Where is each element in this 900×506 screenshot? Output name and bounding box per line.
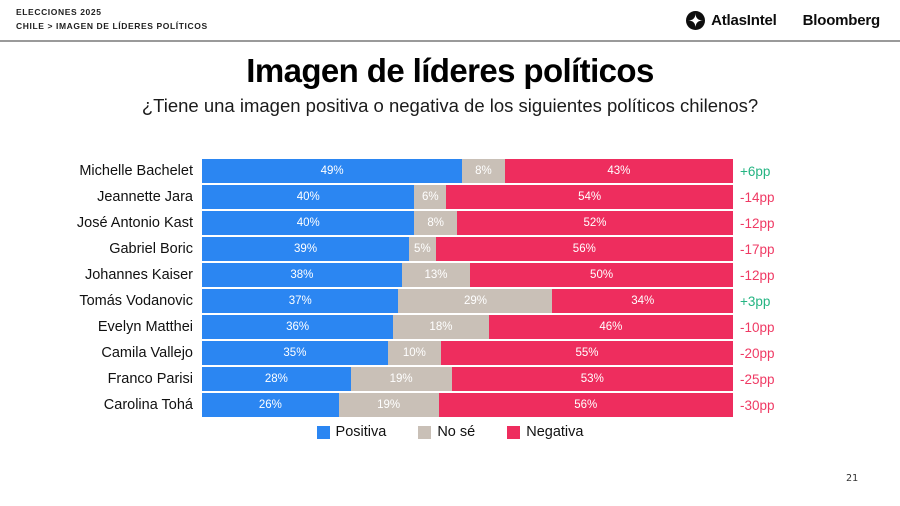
chart-row: Franco Parisi 28% 19% 53% -25pp xyxy=(0,367,810,391)
row-label: Gabriel Boric xyxy=(109,241,193,257)
row-bars: 49% 8% 43% xyxy=(202,159,733,183)
row-label: Johannes Kaiser xyxy=(84,267,193,283)
segment-no_se: 29% xyxy=(398,289,553,313)
chart-row: Evelyn Matthei 36% 18% 46% -10pp xyxy=(0,315,810,339)
chart-row: Gabriel Boric 39% 5% 56% -17pp xyxy=(0,237,810,261)
net-value: -10pp xyxy=(740,319,775,335)
segment-negativa: 50% xyxy=(470,263,733,287)
net-value: -25pp xyxy=(740,371,775,387)
segment-positiva: 40% xyxy=(202,211,415,235)
segment-positiva: 49% xyxy=(202,159,463,183)
row-bars: 26% 19% 56% xyxy=(202,393,733,417)
row-label: Carolina Tohá xyxy=(103,397,193,413)
legend-item: Positiva xyxy=(316,424,387,440)
row-label: Jeannette Jara xyxy=(97,189,193,205)
legend: Positiva No sé Negativa xyxy=(0,424,900,440)
row-bars: 40% 8% 52% xyxy=(202,211,734,235)
segment-no_se: 8% xyxy=(414,211,457,235)
row-label: José Antonio Kast xyxy=(76,215,193,231)
segment-negativa: 46% xyxy=(488,315,733,339)
segment-no_se: 18% xyxy=(393,315,489,339)
segment-no_se: 10% xyxy=(387,341,441,365)
segment-no_se: 6% xyxy=(414,185,447,209)
row-label: Tomás Vodanovic xyxy=(79,293,193,309)
segment-no_se: 5% xyxy=(409,237,436,261)
breadcrumb-line2: CHILE > IMAGEN DE LÍDERES POLÍTICOS xyxy=(16,21,208,31)
row-bars: 36% 18% 46% xyxy=(202,315,733,339)
chart-row: Carolina Tohá 26% 19% 56% -30pp xyxy=(0,393,810,417)
atlasintel-wordmark: AtlasIntel xyxy=(711,11,777,29)
chart-row: José Antonio Kast 40% 8% 52% -12pp xyxy=(0,211,810,235)
row-label: Franco Parisi xyxy=(107,371,193,387)
legend-item: No sé xyxy=(418,424,475,440)
net-value: -30pp xyxy=(740,397,775,413)
net-value: -17pp xyxy=(740,241,775,257)
legend-swatch xyxy=(418,425,432,439)
row-bars: 39% 5% 56% xyxy=(202,237,733,261)
page-title: Imagen de líderes políticos xyxy=(246,52,654,89)
row-bars: 40% 6% 54% xyxy=(202,185,733,209)
legend-swatch xyxy=(316,425,330,439)
atlasintel-logo: AtlasIntel xyxy=(686,10,777,30)
segment-no_se: 13% xyxy=(401,263,471,287)
row-bars: 37% 29% 34% xyxy=(202,289,733,313)
chart-row: Camila Vallejo 35% 10% 55% -20pp xyxy=(0,341,810,365)
segment-no_se: 8% xyxy=(462,159,505,183)
legend-label: Positiva xyxy=(335,424,387,440)
segment-negativa: 53% xyxy=(451,367,734,391)
segment-positiva: 39% xyxy=(202,237,410,261)
chart-row: Tomás Vodanovic 37% 29% 34% +3pp xyxy=(0,289,810,313)
row-label: Camila Vallejo xyxy=(101,345,193,361)
segment-positiva: 36% xyxy=(202,315,394,339)
net-value: +6pp xyxy=(740,163,771,179)
legend-swatch xyxy=(507,425,521,439)
legend-label: No sé xyxy=(437,424,476,440)
page-subtitle: ¿Tiene una imagen positiva o negativa de… xyxy=(141,95,759,116)
row-bars: 28% 19% 53% xyxy=(202,367,734,391)
segment-no_se: 19% xyxy=(338,393,439,417)
row-label: Michelle Bachelet xyxy=(79,163,193,179)
legend-item: Negativa xyxy=(507,424,583,440)
row-bars: 35% 10% 55% xyxy=(202,341,733,365)
net-value: -12pp xyxy=(740,215,775,231)
segment-negativa: 52% xyxy=(456,211,734,235)
page-number: 21 xyxy=(845,473,858,484)
segment-positiva: 26% xyxy=(202,393,339,417)
chart-row: Jeannette Jara 40% 6% 54% -14pp xyxy=(0,185,810,209)
segment-negativa: 56% xyxy=(438,393,733,417)
header: ELECCIONES 2025 CHILE > IMAGEN DE LÍDERE… xyxy=(0,0,900,42)
breadcrumb-line1: ELECCIONES 2025 xyxy=(16,7,102,18)
chart-row: Johannes Kaiser 38% 13% 50% -12pp xyxy=(0,263,810,287)
chart-row: Michelle Bachelet 49% 8% 43% +6pp xyxy=(0,159,810,183)
net-value: -14pp xyxy=(740,189,775,205)
chart-rows: Michelle Bachelet 49% 8% 43% +6pp Jeanne… xyxy=(0,159,810,417)
segment-positiva: 37% xyxy=(202,289,399,313)
segment-negativa: 43% xyxy=(504,159,733,183)
stacked-bar-chart: Michelle Bachelet 49% 8% 43% +6pp Jeanne… xyxy=(0,159,810,419)
segment-negativa: 34% xyxy=(552,289,733,313)
segment-negativa: 55% xyxy=(440,341,733,365)
segment-no_se: 19% xyxy=(350,367,452,391)
segment-positiva: 40% xyxy=(202,185,415,209)
legend-label: Negativa xyxy=(526,424,584,440)
brand-logos: AtlasIntel Bloomberg xyxy=(686,10,881,30)
breadcrumb: ELECCIONES 2025 CHILE > IMAGEN DE LÍDERE… xyxy=(16,6,208,33)
segment-negativa: 54% xyxy=(446,185,733,209)
row-label: Evelyn Matthei xyxy=(97,319,193,335)
segment-positiva: 38% xyxy=(202,263,402,287)
row-bars: 38% 13% 50% xyxy=(202,263,733,287)
segment-negativa: 56% xyxy=(435,237,733,261)
segment-positiva: 35% xyxy=(202,341,388,365)
segment-positiva: 28% xyxy=(202,367,351,391)
net-value: +3pp xyxy=(740,293,771,309)
net-value: -20pp xyxy=(740,345,775,361)
bloomberg-wordmark: Bloomberg xyxy=(802,11,881,29)
atlasintel-icon xyxy=(686,10,706,30)
net-value: -12pp xyxy=(740,267,775,283)
